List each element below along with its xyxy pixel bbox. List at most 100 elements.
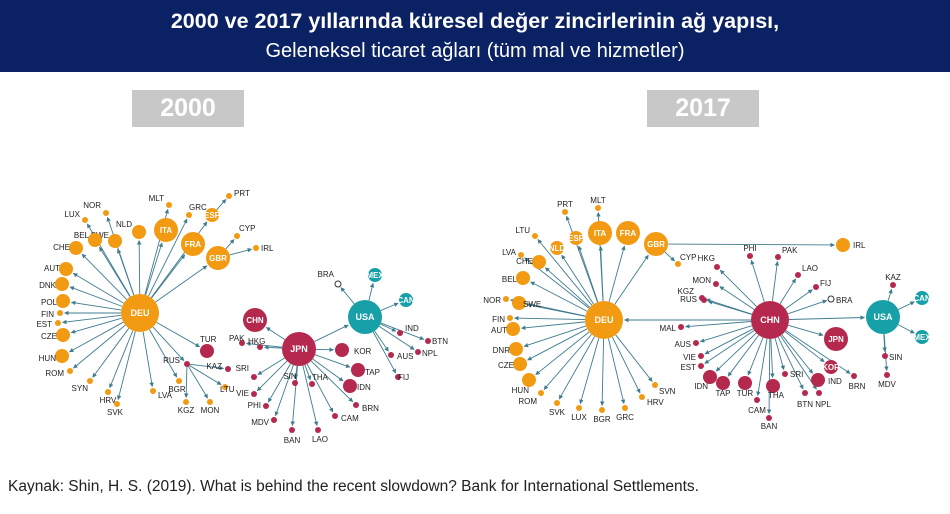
net2017-node-mal xyxy=(678,324,684,330)
net2017-node-tap xyxy=(716,376,730,390)
net2017-node-label-chn: CHN xyxy=(760,315,780,325)
net2000-edge-deu-pol xyxy=(70,300,122,311)
net2017-edge-deu-ltu xyxy=(537,239,593,306)
net2000-edge-usa-fij xyxy=(372,331,397,374)
net2017-node-label-bgr: BGR xyxy=(593,415,611,424)
net2000-node-prt xyxy=(226,193,232,199)
net2017-edge-chn-jpn xyxy=(788,324,824,337)
net2017-node-cze xyxy=(513,357,527,371)
net2000-edge-jpn-lao xyxy=(302,365,319,427)
net2000-edge-jpn-brn xyxy=(310,360,354,403)
net2000-edge-deu-ita xyxy=(145,242,163,296)
net2017-node-che xyxy=(532,255,546,269)
net2017-node-label-fij: FIJ xyxy=(820,279,831,288)
net2017-node-label-irl: IRL xyxy=(853,241,866,250)
net2000-node-phi xyxy=(263,403,269,409)
net2000-node-label-aus: AUS xyxy=(397,352,413,361)
net2000-node-pak xyxy=(239,340,245,346)
net2017-node-label-aut: AUT xyxy=(491,326,507,335)
net2000-node-label-mon: MON xyxy=(201,406,220,415)
net2017-edge-chn-phi xyxy=(750,259,765,302)
net2017-edge-deu-hrv xyxy=(612,336,641,394)
net2000-node-cyp xyxy=(234,233,240,239)
net2000-node-label-fra: FRA xyxy=(185,240,202,249)
net2000-node-rom xyxy=(67,368,73,374)
net2000-node-label-fij: FIJ xyxy=(398,373,409,382)
net2017-node-phi xyxy=(747,253,753,259)
net2017-edge-chn-fij xyxy=(785,289,813,310)
net2017-node-sin xyxy=(882,353,888,359)
net2000-node-fra xyxy=(181,232,205,256)
net2000-node-label-grc: GRC xyxy=(189,203,207,212)
page-title: 2000 ve 2017 yıllarında küresel değer zi… xyxy=(170,9,780,33)
net2017-node-label-fin: FIN xyxy=(492,315,505,324)
net2017-node-label-hrv: HRV xyxy=(647,398,664,407)
net2000-node-label-phi: PHI xyxy=(248,401,261,410)
net2017-node-label-mdv: MDV xyxy=(878,380,896,389)
net2000-node-label-mlt: MLT xyxy=(149,194,165,203)
net2000-node-label-hkg: HKG xyxy=(248,337,265,346)
net2000-node-label-ban: BAN xyxy=(284,436,301,445)
net2000-node-label-syn: SYN xyxy=(72,384,89,393)
net2017-node-deu xyxy=(585,301,623,339)
net2000-node-label-kor: KOR xyxy=(354,347,372,356)
net2017-node-label-deu: DEU xyxy=(594,315,613,325)
net2000-edge-jpn-phi xyxy=(267,363,291,403)
net2017-node-label-rus: RUS xyxy=(680,295,697,304)
net2017-node-hkg xyxy=(714,264,720,270)
net2017-node-esp xyxy=(569,231,583,245)
net2000-node-ltu xyxy=(222,384,228,390)
net2017-node-mdv xyxy=(884,372,890,378)
net2000-node-dnk xyxy=(55,277,69,291)
net2017-node-fij xyxy=(813,284,819,290)
net2017-edge-chn-ban xyxy=(766,338,772,414)
net2000-edge-jpn-sri xyxy=(257,357,285,376)
net2000-edge-deu-cze xyxy=(70,317,122,334)
net2017-edge-chn-aus xyxy=(699,325,752,343)
net2000-node-label-prt: PRT xyxy=(234,189,250,198)
net2017-node-label-hkg: HKG xyxy=(698,254,715,263)
net2017-edge-deu-gbr xyxy=(614,254,649,305)
net2017-edge-deu-swe xyxy=(526,303,586,317)
net2017-node-lao xyxy=(795,272,801,278)
net2017-edge-chn-kor xyxy=(784,331,825,363)
net2000-edge-deu-dnk xyxy=(69,286,123,307)
net2017-edge-deu-fra xyxy=(608,245,626,302)
net2000-node-est xyxy=(55,320,61,326)
net2017-node-tha xyxy=(766,379,780,393)
net2000-edge-jpn-usa xyxy=(314,324,349,342)
net2000-node-bgr xyxy=(176,378,182,384)
net2017-edge-chn-ind xyxy=(781,334,814,374)
net2000-node-label-cam: CAM xyxy=(341,414,359,423)
net2000-edge-deu-rus xyxy=(152,326,185,362)
net2000-node-kgz xyxy=(183,399,189,405)
net2017-node-label-npl: NPL xyxy=(815,400,831,409)
net2000-node-label-esp: ESP xyxy=(204,211,221,220)
net2000-edge-rus-kgz xyxy=(183,366,189,398)
net2017-node-can xyxy=(915,291,929,305)
net2017-edge-chn-idn xyxy=(715,332,757,372)
net2017-node-svk xyxy=(554,400,560,406)
net2000-node-label-pol: POL xyxy=(41,298,58,307)
net2017-edge-chn-npl xyxy=(780,335,817,390)
net2017-node-label-sin: SIN xyxy=(889,353,903,362)
net2017-edge-deu-fin xyxy=(514,315,586,321)
net2000-edge-jpn-cam xyxy=(306,363,334,413)
net2017-node-irl xyxy=(836,238,850,252)
net2017-node-label-hun: HUN xyxy=(512,386,530,395)
net2017-node-tur xyxy=(738,376,752,390)
net2017-node-cam xyxy=(754,397,760,403)
net2017-node-label-idn: IDN xyxy=(694,382,708,391)
net2000-node-label-jpn: JPN xyxy=(290,344,308,354)
net2000-node-brn xyxy=(353,402,359,408)
net2000-node-label-bgr: BGR xyxy=(168,385,186,394)
net2017-node-label-tap: TAP xyxy=(716,389,731,398)
net2000-node-label-dnk: DNK xyxy=(39,281,57,290)
net2017-node-label-svk: SVK xyxy=(549,408,566,417)
net2017-node-label-nld: NLD xyxy=(549,244,566,253)
net2000-nodes: DEUITAFRAGBRESPNLDSWENORLUXBELCHEAUTDNKP… xyxy=(36,189,448,445)
net2000-node-can xyxy=(399,293,413,307)
net2000-edge-deu-bel xyxy=(99,246,131,298)
net2000-node-jpn xyxy=(282,332,316,366)
net2000-node-label-che: CHE xyxy=(53,243,70,252)
